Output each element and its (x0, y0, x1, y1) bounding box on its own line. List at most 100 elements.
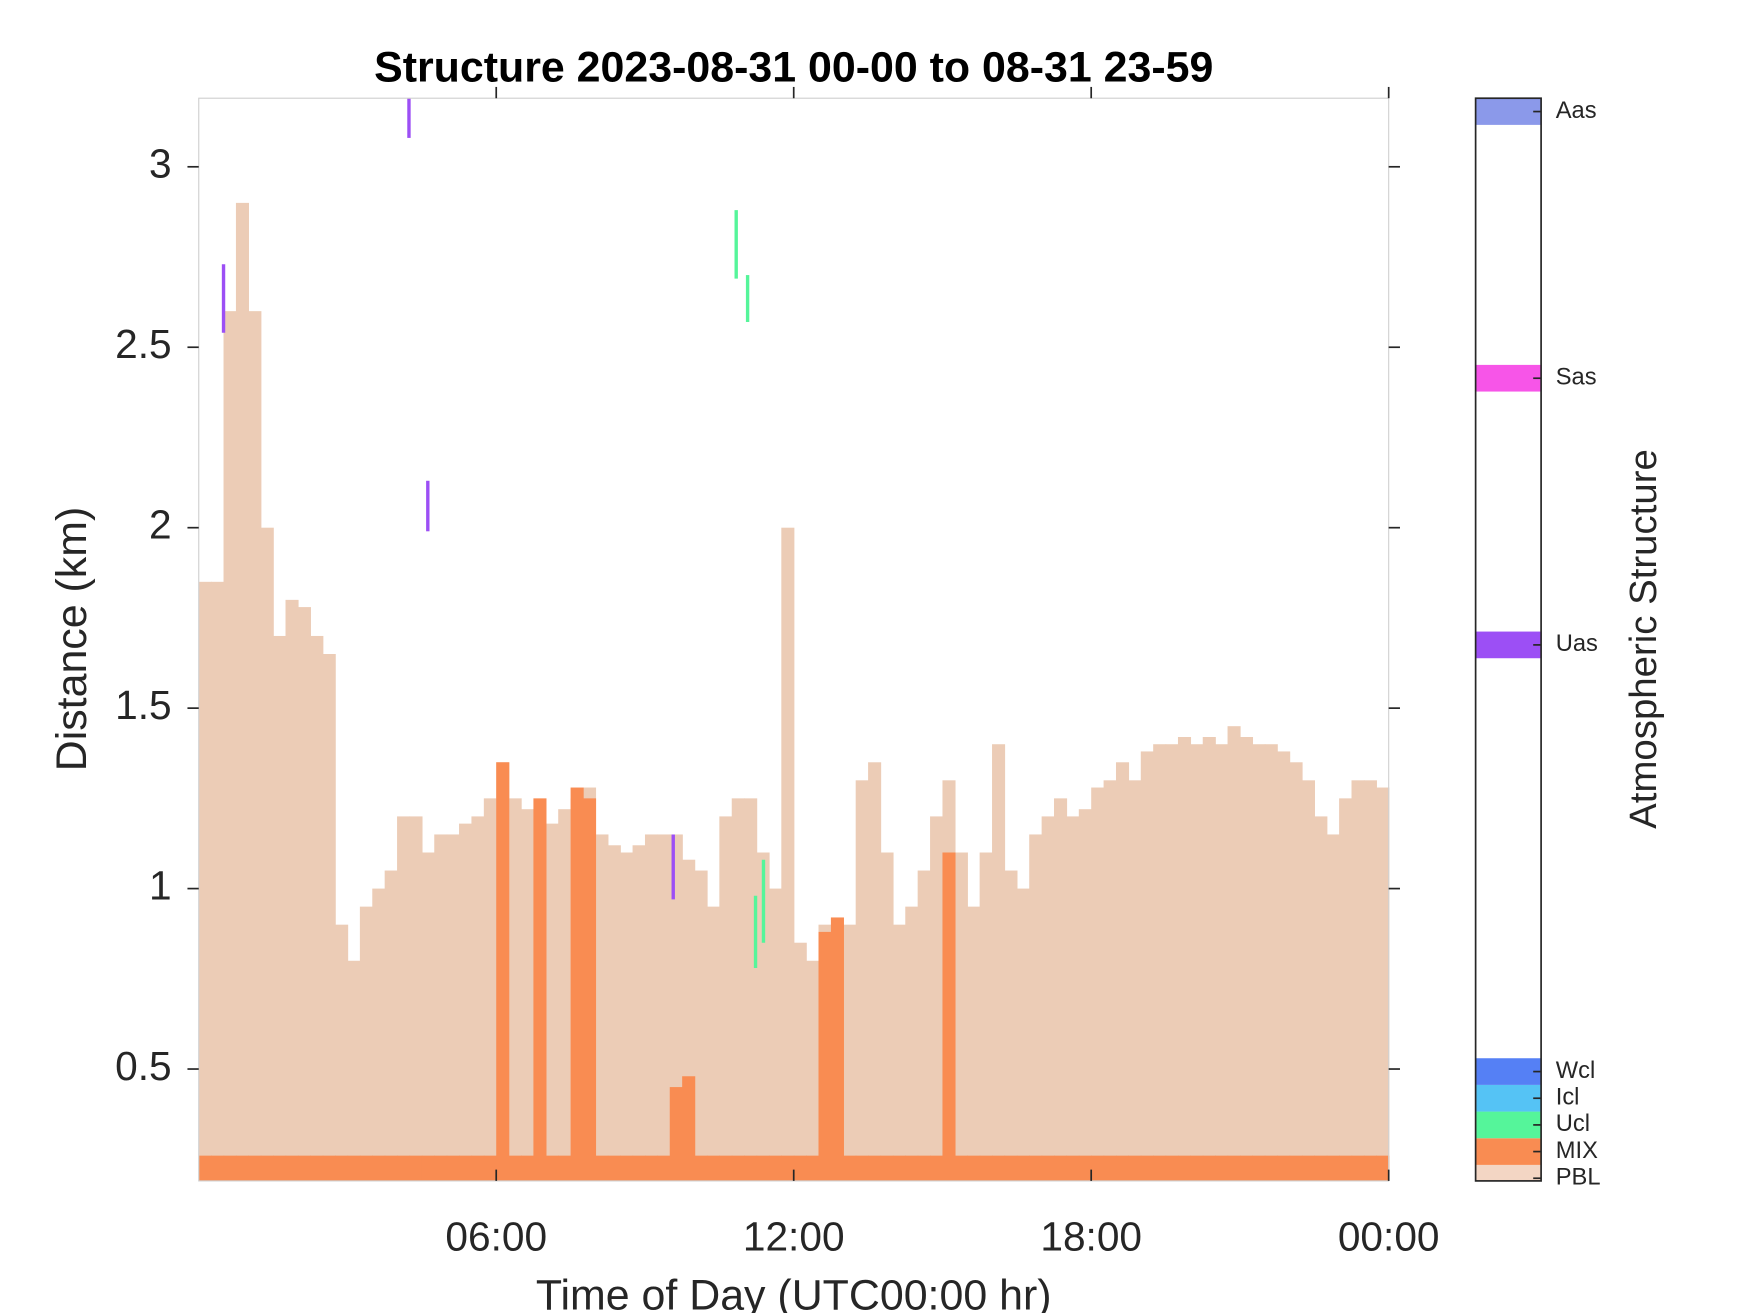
bar (446, 834, 460, 1181)
bar (471, 816, 485, 1181)
bar (1376, 1155, 1390, 1181)
bar (384, 870, 398, 1181)
bar (793, 942, 807, 1181)
bar (818, 931, 832, 1181)
bar (1264, 1155, 1278, 1181)
bar (855, 1155, 869, 1181)
bar (1277, 751, 1291, 1181)
bar (1029, 1155, 1043, 1181)
colorbar-band (1475, 364, 1542, 392)
bar (1289, 762, 1303, 1181)
bar (930, 1155, 944, 1181)
bar (607, 845, 621, 1181)
bar (1115, 762, 1130, 1181)
bar (1326, 1155, 1340, 1181)
bar (595, 834, 609, 1181)
bar (657, 1155, 671, 1181)
bar (1239, 1155, 1254, 1181)
bar (967, 906, 981, 1181)
bar (198, 581, 212, 1181)
bar (335, 1155, 349, 1181)
bar (397, 816, 411, 1181)
y-axis-label: Distance (km) (48, 507, 96, 772)
colorbar-tick-label: Wcl (1556, 1058, 1595, 1084)
bar (409, 816, 423, 1181)
bar (954, 1155, 968, 1181)
y-tick-label: 1.5 (115, 682, 171, 728)
bar (297, 1155, 311, 1181)
bar (930, 816, 944, 1181)
bar (1363, 1155, 1377, 1181)
bar (1227, 726, 1241, 1181)
bar (669, 1087, 683, 1181)
bar (942, 852, 956, 1181)
bar (644, 834, 659, 1181)
x-tick-label: 18:00 (1040, 1213, 1142, 1259)
bar (781, 1155, 795, 1181)
bar (1190, 744, 1204, 1181)
bar (806, 1155, 820, 1181)
colorbar-band (1475, 1084, 1542, 1112)
bar (545, 1155, 559, 1181)
bar (1078, 809, 1092, 1181)
bar (1128, 780, 1142, 1181)
bar (409, 1155, 423, 1181)
bar (1016, 1155, 1030, 1181)
bar (459, 823, 473, 1181)
bar (347, 1155, 361, 1181)
bar (620, 1155, 634, 1181)
bar (1190, 1155, 1204, 1181)
colorbar-tick-label: PBL (1556, 1165, 1601, 1191)
bar (1091, 1155, 1105, 1181)
colorbar-tick-label: MIX (1556, 1138, 1598, 1164)
bar (967, 1155, 981, 1181)
bar (781, 527, 795, 1181)
bar (880, 852, 894, 1181)
bar (744, 1155, 758, 1181)
bar (719, 1155, 733, 1181)
bar (496, 762, 510, 1181)
bar (768, 1155, 782, 1181)
bar (211, 581, 225, 1181)
bar (347, 960, 361, 1181)
bar (644, 1155, 659, 1181)
bar (979, 1155, 993, 1181)
bar (1227, 1155, 1241, 1181)
bar (595, 1155, 609, 1181)
bar (397, 1155, 411, 1181)
bar (1165, 1155, 1179, 1181)
bar (1215, 744, 1229, 1181)
bar (682, 1076, 696, 1181)
bar (793, 1155, 807, 1181)
bar (1239, 737, 1254, 1181)
bar (421, 852, 435, 1181)
bar (954, 852, 968, 1181)
colorbar-tick-label: Uas (1556, 631, 1598, 657)
bar (868, 1155, 882, 1181)
bar (905, 1155, 919, 1181)
bar (297, 607, 311, 1181)
bar (706, 906, 721, 1181)
bar (434, 834, 448, 1181)
bar (508, 798, 522, 1181)
bar (521, 809, 535, 1181)
bar (917, 870, 931, 1181)
bar (285, 599, 299, 1181)
bar (731, 798, 745, 1181)
x-tick-label: 12:00 (743, 1213, 845, 1259)
bar (694, 1155, 708, 1181)
bar (1029, 834, 1043, 1181)
bar (285, 1155, 299, 1181)
y-tick-label: 0.5 (115, 1043, 171, 1089)
bar (372, 888, 386, 1181)
bar (868, 762, 882, 1181)
bar (1066, 816, 1080, 1181)
bar (211, 1155, 225, 1181)
bar (1066, 1155, 1080, 1181)
bar (198, 1155, 212, 1181)
bar (1289, 1155, 1303, 1181)
bar (1215, 1155, 1229, 1181)
bar (260, 527, 274, 1181)
bar (1054, 1155, 1068, 1181)
